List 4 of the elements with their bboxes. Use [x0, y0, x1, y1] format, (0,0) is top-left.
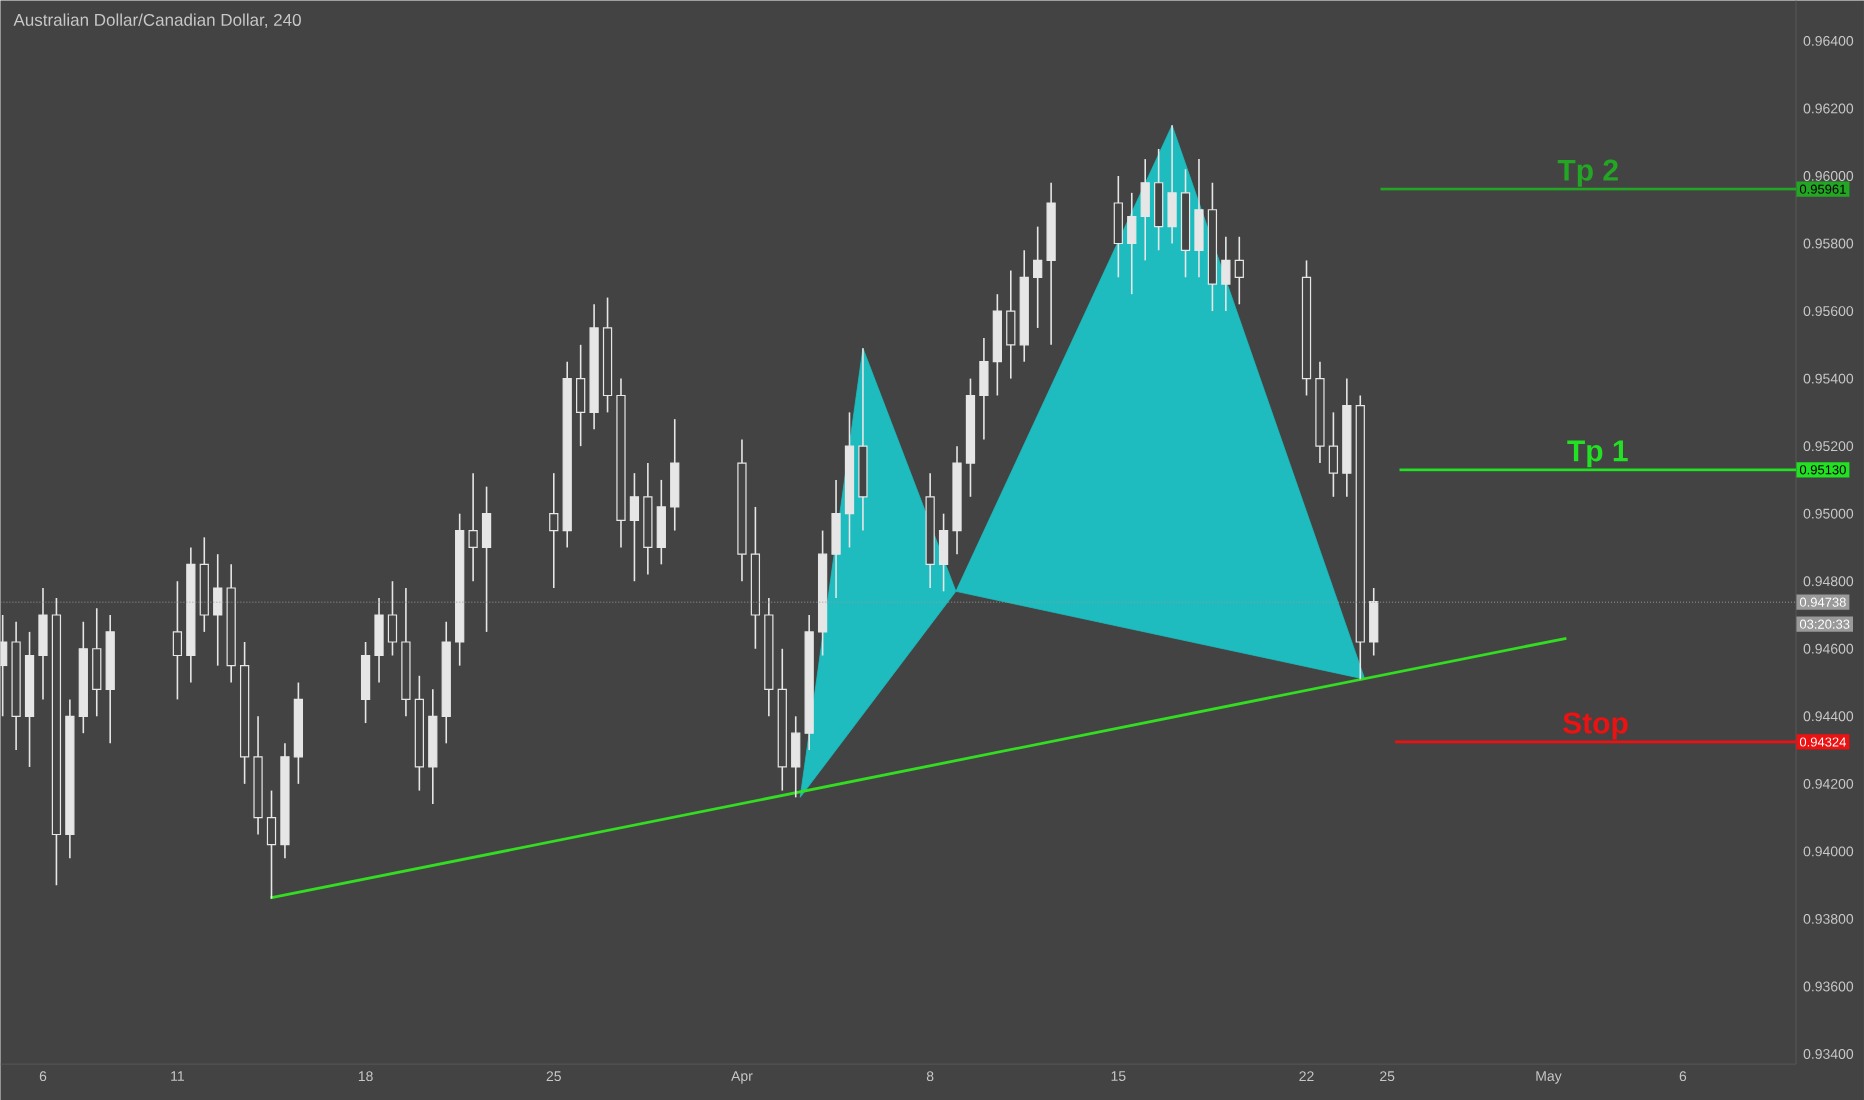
text: Australian Dollar/Canadian Dollar, 240: [13, 13, 301, 28]
series-label: Tp 2: [1557, 159, 1618, 187]
series-label: Tp 1: [1567, 440, 1628, 468]
series-label: Stop: [1563, 712, 1628, 740]
